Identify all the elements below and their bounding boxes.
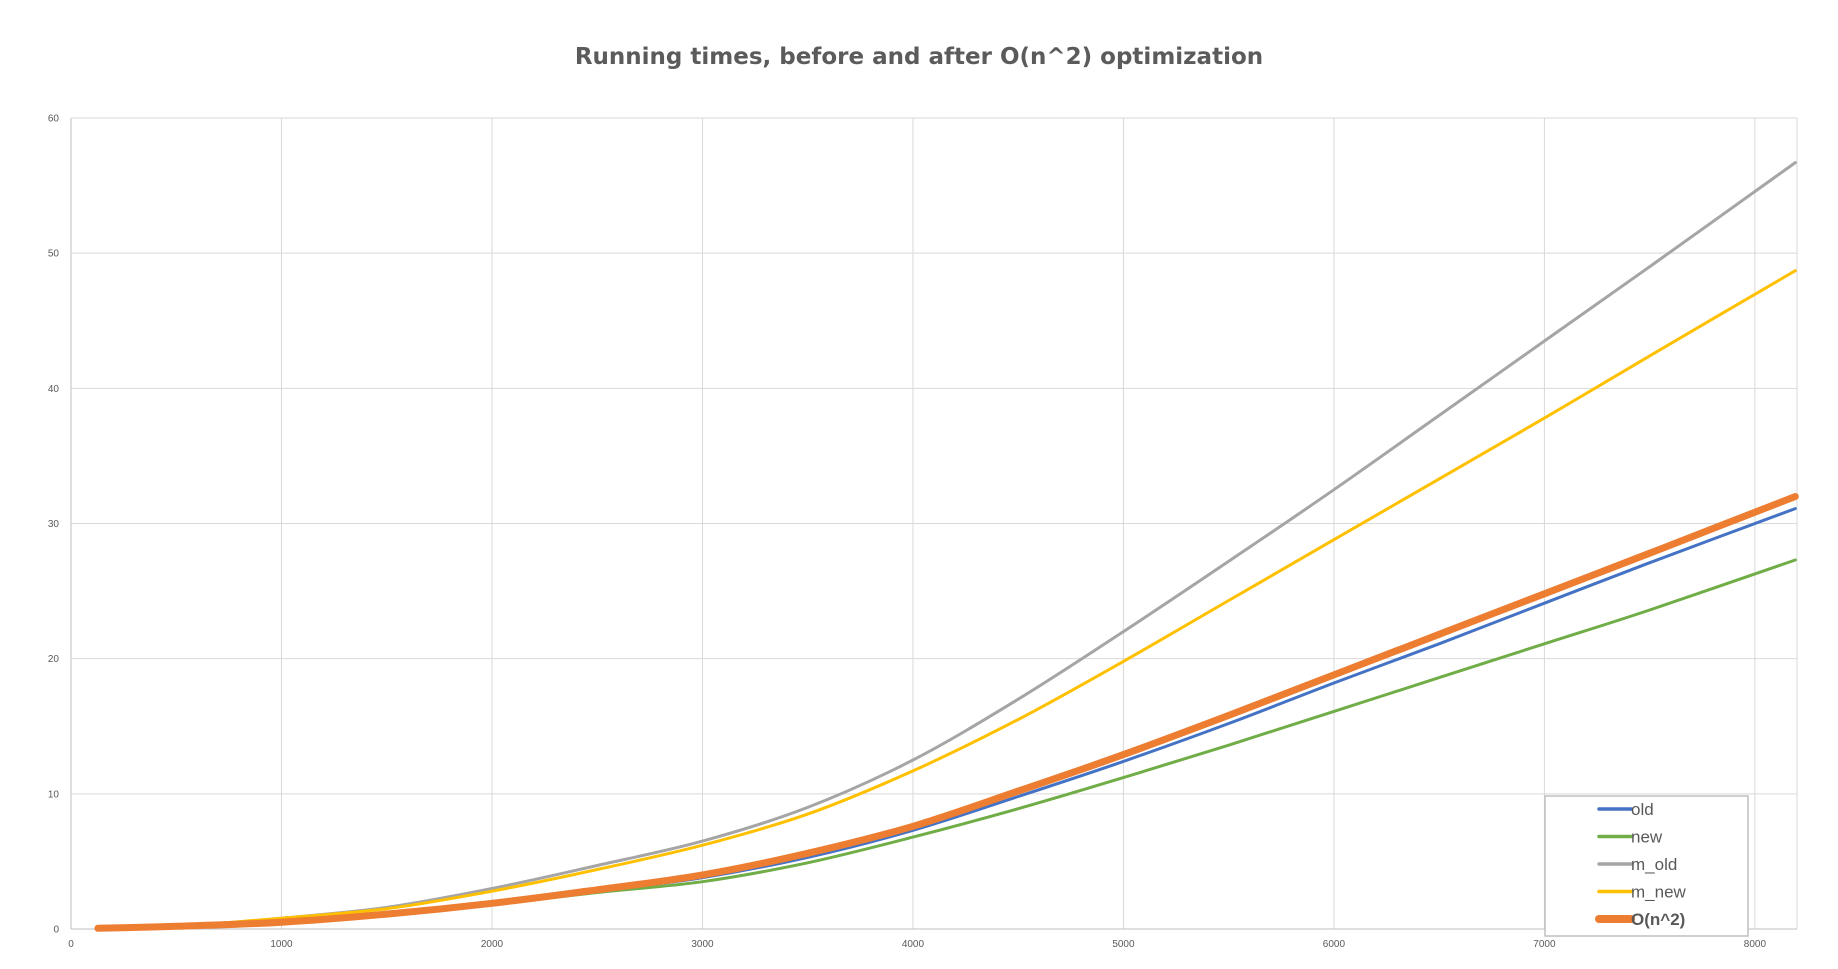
- tick-labels: 0 10 20 30 40 50 60 0 1000 2000 3000 4000 5000 6000 70…: [48, 114, 1767, 951]
- y-tick-label: 20: [48, 654, 60, 665]
- y-tick-label: 0: [53, 925, 59, 936]
- legend-label-1: new: [1631, 828, 1663, 847]
- chart-title: Running times, before and after O(n^2) o…: [575, 44, 1263, 70]
- axes: [70, 118, 1797, 930]
- series-lines: [94, 161, 1799, 932]
- x-tick-label: 4000: [902, 939, 925, 950]
- x-tick-label: 7000: [1533, 939, 1556, 950]
- legend-label-4: O(n^2): [1631, 910, 1685, 929]
- x-tick-label: 2000: [481, 939, 504, 950]
- y-tick-label: 40: [48, 384, 60, 395]
- legend-label-3: m_new: [1631, 883, 1687, 902]
- legend-box: [1544, 795, 1749, 937]
- y-tick-label: 60: [48, 114, 60, 125]
- legend-label-0: old: [1631, 800, 1654, 819]
- legend: old new m_old m_new O(n^2): [1544, 795, 1749, 937]
- x-tick-label: 3000: [691, 939, 714, 950]
- x-tick-label: 6000: [1323, 939, 1346, 950]
- x-tick-label: 5000: [1112, 939, 1135, 950]
- legend-label-2: m_old: [1631, 855, 1677, 874]
- gridlines: [71, 117, 1798, 929]
- x-tick-label: 1000: [270, 939, 293, 950]
- x-tick-label: 0: [68, 939, 74, 950]
- series-line-3: [96, 269, 1797, 930]
- y-tick-label: 50: [48, 249, 60, 260]
- series-line-4: [94, 493, 1799, 932]
- x-tick-label: 8000: [1744, 939, 1767, 950]
- y-tick-label: 30: [48, 519, 60, 530]
- y-tick-label: 10: [48, 789, 60, 800]
